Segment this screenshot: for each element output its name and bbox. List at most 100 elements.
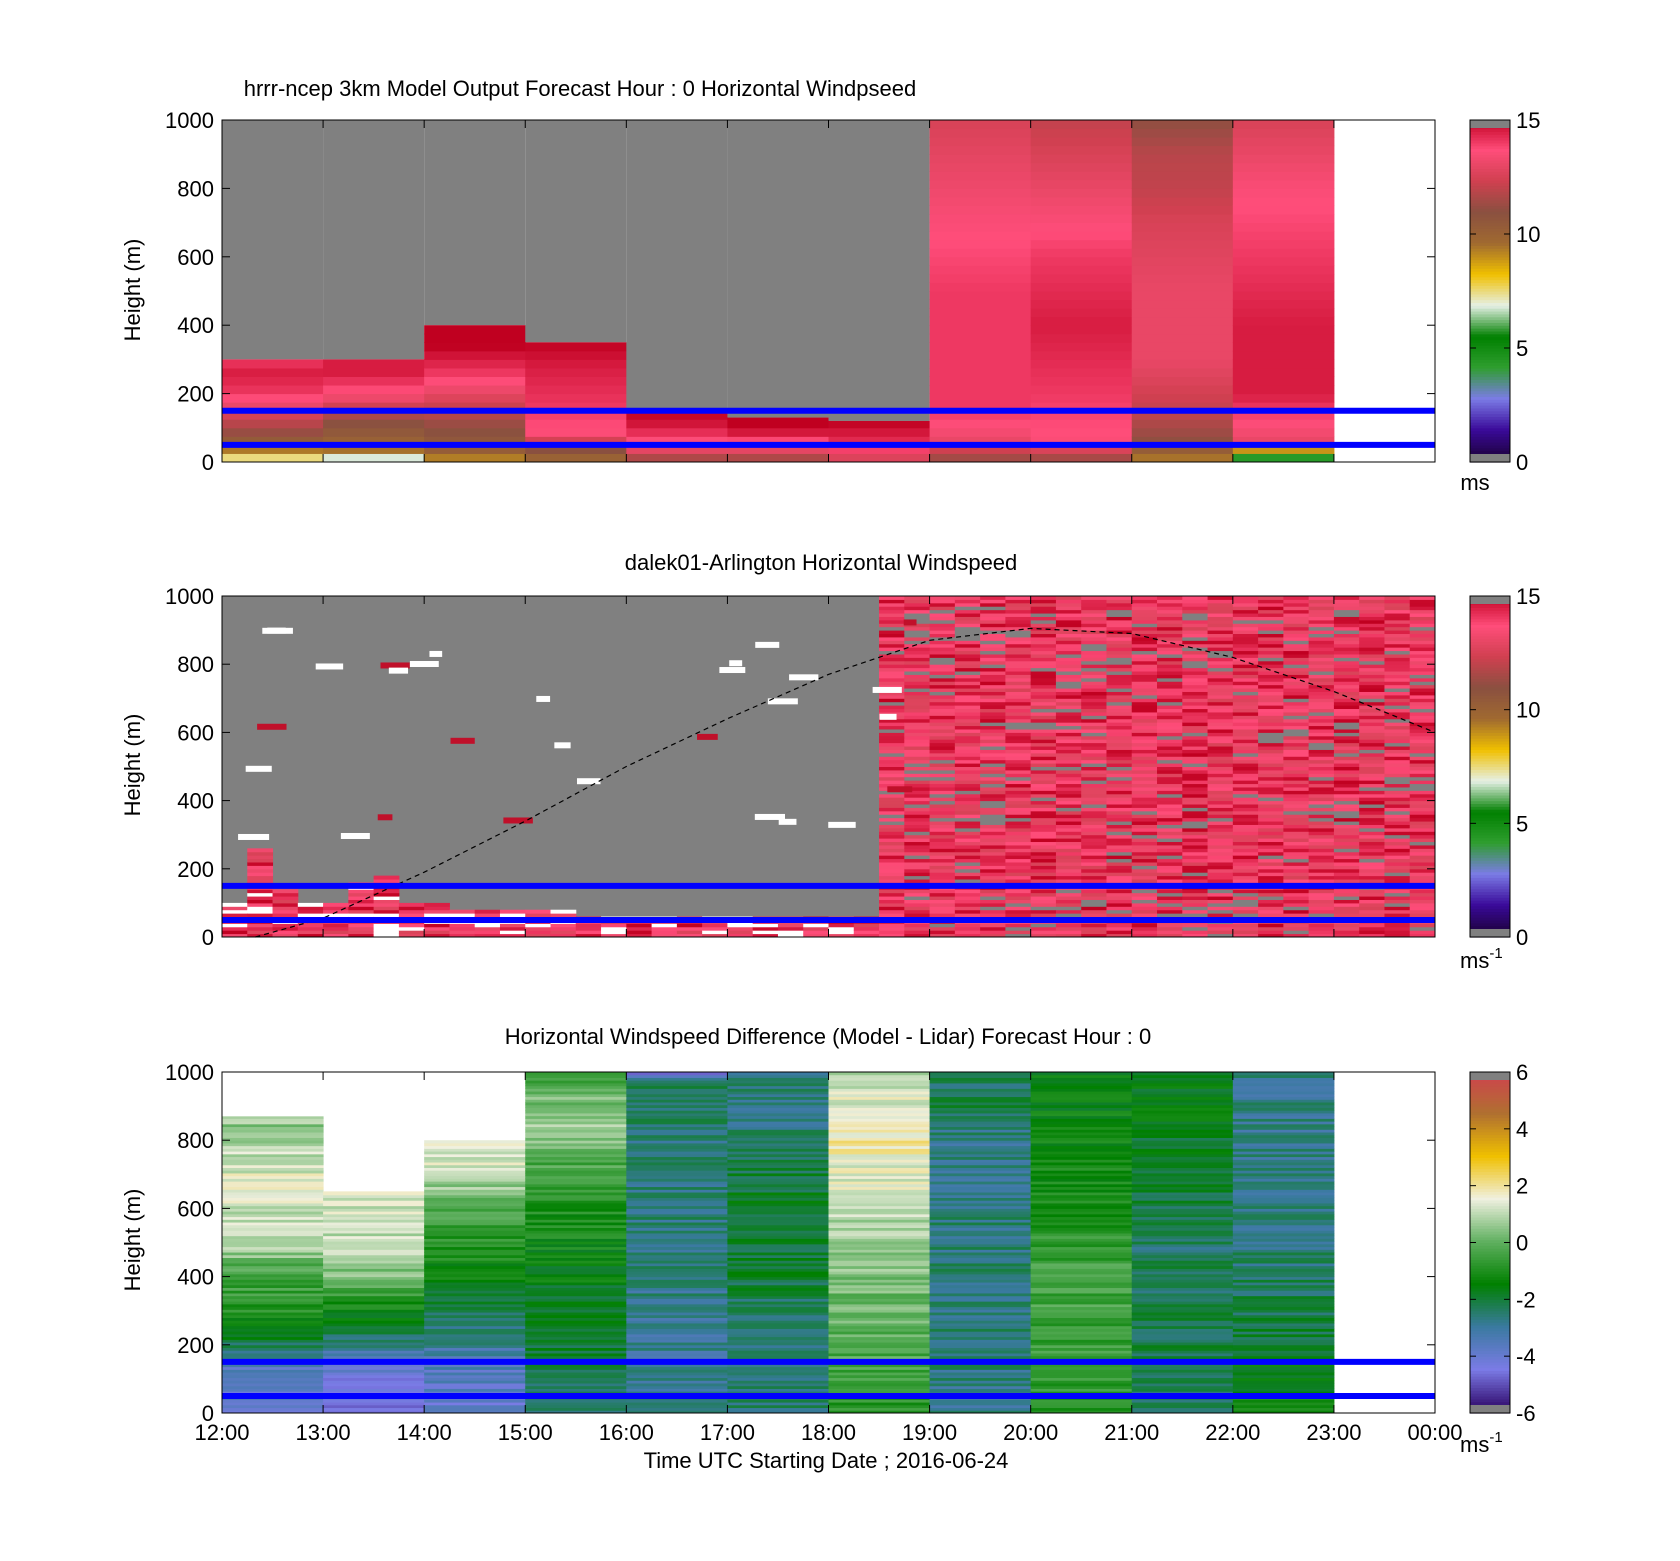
heatmap-cell — [929, 848, 956, 853]
heatmap-cell — [1030, 933, 1057, 938]
heatmap-cell — [626, 1232, 728, 1237]
heatmap-cell — [1333, 667, 1360, 672]
heatmap-cell — [1030, 1276, 1133, 1280]
heatmap-cell — [1207, 797, 1234, 802]
heatmap-cell — [424, 1372, 526, 1376]
heatmap-cell — [1182, 606, 1209, 611]
heatmap-cell — [323, 436, 425, 446]
heatmap-cell — [1182, 780, 1209, 785]
heatmap-cell — [929, 453, 1032, 463]
heatmap-cell — [1207, 633, 1234, 638]
heatmap-cell — [1232, 1295, 1335, 1299]
heatmap-cell — [954, 640, 981, 645]
heatmap-cell — [828, 1235, 931, 1239]
heatmap-cell — [323, 1372, 425, 1376]
colorbar-tick-label: -4 — [1516, 1344, 1536, 1369]
heatmap-cell — [1333, 773, 1360, 778]
heatmap-cell — [1055, 660, 1082, 665]
heatmap-cell — [1333, 749, 1360, 754]
heatmap-cell — [904, 616, 931, 621]
heatmap-cell — [879, 817, 905, 822]
heatmap-cell — [879, 759, 905, 764]
heatmap-cell — [1030, 1391, 1133, 1395]
heatmap-cell — [1055, 742, 1082, 747]
heatmap-cell — [373, 933, 400, 938]
heatmap-cell — [1283, 653, 1310, 658]
heatmap-column — [626, 1072, 728, 1414]
heatmap-cell — [247, 909, 274, 914]
heatmap-cell — [929, 1312, 1032, 1316]
heatmap-cell — [626, 1391, 728, 1395]
heatmap-cell — [1131, 1265, 1234, 1269]
heatmap-cell — [727, 1366, 829, 1370]
heatmap-cell — [1232, 1137, 1335, 1141]
heatmap-cell — [904, 677, 931, 682]
heatmap-cell — [1106, 923, 1133, 928]
heatmap-cell — [1384, 906, 1411, 911]
heatmap-cell — [1384, 810, 1411, 815]
heatmap-cell — [727, 1265, 829, 1269]
heatmap-cell — [1283, 793, 1310, 798]
heatmap-cell — [929, 596, 956, 600]
heatmap-cell — [424, 933, 450, 938]
heatmap-cell — [1232, 1333, 1335, 1338]
heatmap-cell — [1030, 1096, 1133, 1100]
colorbar-segment — [1470, 151, 1510, 155]
heatmap-cell — [1384, 722, 1411, 727]
heatmap-cell — [1207, 844, 1234, 849]
heatmap-cell — [1005, 906, 1032, 911]
heatmap-cell — [727, 1363, 829, 1368]
heatmap-cell — [1131, 1115, 1234, 1119]
heatmap-cell — [1232, 814, 1259, 819]
heatmap-cell — [1030, 776, 1057, 781]
heatmap-cell — [727, 1148, 829, 1152]
heatmap-cell — [904, 933, 931, 938]
heatmap-cell — [1308, 705, 1335, 710]
heatmap-cell — [1131, 1102, 1234, 1106]
heatmap-cell — [525, 1287, 627, 1291]
heatmap-cell — [1055, 861, 1082, 866]
heatmap-cell — [1131, 739, 1158, 744]
heatmap-cell — [525, 393, 627, 403]
heatmap-cell — [1258, 817, 1284, 822]
colorbar-segment — [1470, 686, 1510, 691]
heatmap-cell — [626, 1328, 728, 1332]
heatmap-cell — [222, 419, 324, 429]
heatmap-cell — [929, 1140, 1032, 1144]
heatmap-cell — [1030, 827, 1057, 832]
heatmap-cell — [1131, 1333, 1234, 1338]
heatmap-cell — [954, 708, 981, 713]
heatmap-cell — [954, 889, 981, 894]
heatmap-cell — [1409, 623, 1436, 628]
heatmap-cell — [1359, 732, 1385, 737]
heatmap-cell — [727, 1080, 829, 1084]
heatmap-cell — [1409, 640, 1436, 645]
heatmap-cell — [1005, 824, 1032, 829]
heatmap-cell — [1030, 1162, 1133, 1166]
heatmap-cell — [879, 626, 905, 631]
heatmap-cell — [929, 1082, 1032, 1087]
heatmap-cell — [1131, 708, 1158, 713]
heatmap-cell — [929, 188, 1032, 198]
heatmap-cell — [222, 1295, 324, 1299]
heatmap-cell — [1055, 807, 1082, 812]
heatmap-cell — [1131, 1189, 1234, 1193]
heatmap-cell — [1182, 599, 1209, 604]
heatmap-cell — [1106, 817, 1133, 822]
heatmap-cell — [1333, 705, 1360, 710]
heatmap-cell — [1030, 1211, 1133, 1215]
heatmap-cell — [575, 926, 602, 931]
heatmap-cell — [1157, 609, 1183, 614]
heatmap-cell — [954, 647, 981, 652]
heatmap-cell — [626, 1153, 728, 1158]
colorbar-segment — [1470, 353, 1510, 358]
heatmap-cell — [1005, 664, 1032, 669]
heatmap-cell — [1131, 205, 1234, 215]
heatmap-cell — [1182, 827, 1209, 832]
heatmap-cell — [980, 630, 1006, 635]
heatmap-cell — [903, 619, 917, 626]
heatmap-cell — [1005, 742, 1032, 747]
heatmap-cell — [954, 613, 981, 617]
heatmap-cell — [828, 1238, 931, 1242]
heatmap-cell — [1030, 1271, 1133, 1275]
